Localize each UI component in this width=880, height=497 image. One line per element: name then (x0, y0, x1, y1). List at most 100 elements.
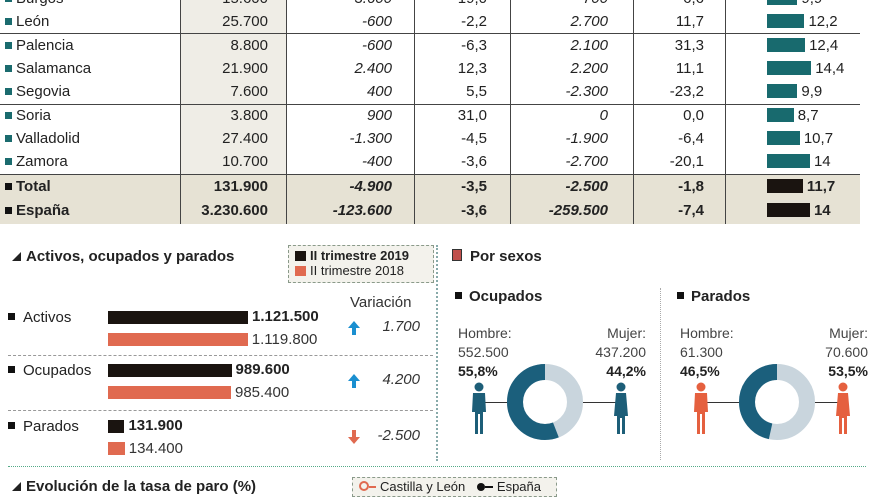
row-name: Total (16, 178, 51, 195)
tasa-label: 10,7 (803, 130, 834, 147)
row-marker-icon (5, 158, 12, 165)
mujer-label: Mujer: 437.200 44,2% (595, 325, 646, 379)
value-2018: 134.400 (128, 440, 183, 457)
cell: 8.800 (230, 37, 268, 54)
legend-2018: II trimestre 2018 (295, 263, 433, 278)
cell: 2.100 (570, 37, 608, 54)
donut-chart (739, 364, 815, 440)
variation-value: -2.500 (377, 427, 420, 444)
table-row: Segovia 7.600 400 5,5 -2.300 -23,2 9,9 (0, 80, 880, 103)
cell: -7,4 (678, 202, 704, 219)
mujer-label: Mujer: 70.600 53,5% (825, 325, 868, 379)
arrow-up-icon (348, 374, 360, 388)
tasa-bar (767, 84, 798, 98)
cell: 2.400 (354, 60, 392, 77)
row-marker-icon (5, 112, 12, 119)
cell: 2.700 (570, 13, 608, 30)
cell: -3,6 (461, 202, 487, 219)
cell: 21.900 (222, 60, 268, 77)
tasa-label: 14 (813, 202, 831, 219)
legend-2019: II trimestre 2019 (295, 248, 433, 263)
activos-title: Activos, ocupados y parados (12, 248, 234, 265)
row-name: Palencia (16, 37, 74, 54)
tasa-bar (767, 203, 810, 217)
tasa-bar (767, 61, 812, 75)
tasa-bar (767, 131, 800, 145)
variation-value: 4.200 (382, 371, 420, 388)
arrow-up-icon (348, 321, 360, 335)
row-name: Burgos (16, 0, 64, 10)
cell: -2.500 (565, 178, 608, 195)
bar-2018 (108, 442, 125, 455)
cell: -2,2 (461, 13, 487, 30)
table-row: León 25.700 -600 -2,2 2.700 11,7 12,2 (0, 10, 880, 33)
row-name: Salamanca (16, 60, 92, 77)
man-figure-icon (694, 382, 708, 434)
value-2019: 989.600 (235, 361, 290, 378)
donut-title: Parados (677, 288, 750, 305)
row-name: Zamora (16, 153, 68, 170)
man-figure-icon (472, 382, 486, 434)
table-row: Salamanca 21.900 2.400 12,3 2.200 11,1 14,4 (0, 57, 880, 80)
row-marker-icon (5, 135, 12, 142)
legend: II trimestre 2019 II trimestre 2018 (288, 245, 434, 283)
tasa-label: 14 (813, 153, 831, 170)
cell: -19,0 (453, 0, 487, 10)
bar-2019 (108, 311, 248, 324)
cell: 11,1 (675, 60, 704, 77)
table-row: Palencia 8.800 -600 -6,3 2.100 31,3 12,4 (0, 34, 880, 57)
cell: 31,3 (674, 37, 704, 54)
cell: 7.600 (230, 83, 268, 100)
value-2018: 1.119.800 (251, 331, 318, 348)
variation-label: Variación (350, 294, 412, 311)
cell: -600 (361, 13, 392, 30)
cell: 15.600 (222, 0, 268, 10)
slice-hombre (739, 364, 815, 440)
tasa-bar (767, 154, 810, 168)
cell: 400 (366, 83, 392, 100)
category-label: Ocupados (8, 362, 91, 379)
cell: 131.900 (213, 178, 268, 195)
cell: 0 (599, 107, 608, 124)
cell: 3.800 (230, 107, 268, 124)
row-name: España (16, 202, 70, 219)
bar-2019 (108, 364, 232, 377)
row-marker-icon (5, 65, 12, 72)
bar-2018 (108, 386, 231, 399)
cell: 2.200 (570, 60, 608, 77)
tasa-bar (767, 179, 803, 193)
cell: -23,2 (669, 83, 704, 100)
tasa-label: 9,9 (801, 83, 823, 100)
cell: 12,3 (457, 60, 487, 77)
slice-hombre (507, 364, 583, 440)
donut-title: Ocupados (455, 288, 542, 305)
cell: -6,4 (678, 130, 704, 147)
legend-castilla: Castilla y León (359, 479, 465, 494)
evolucion-title: Evolución de la tasa de paro (%) (12, 478, 256, 495)
cell: 0,0 (683, 107, 704, 124)
line-legend: Castilla y León España (352, 477, 557, 497)
row-marker-icon (5, 0, 12, 2)
cell: -3.600 (349, 0, 392, 10)
cell: -6,3 (461, 37, 487, 54)
tasa-label: 11,7 (806, 178, 836, 195)
tasa-label: 9,9 (801, 0, 822, 10)
category-label: Parados (8, 418, 79, 435)
arrow-down-icon (348, 430, 360, 444)
row-marker-icon (5, 88, 12, 95)
bar-2019 (108, 420, 125, 433)
tasa-bar (767, 38, 806, 52)
row-marker-icon (5, 183, 12, 190)
bar-2018 (108, 333, 248, 346)
woman-figure-icon (614, 382, 628, 434)
donut-chart (507, 364, 583, 440)
table-row: Total 131.900 -4.900 -3,5 -2.500 -1,8 11,7 (0, 175, 880, 198)
cell: -2.300 (565, 83, 608, 100)
row-name: León (16, 13, 50, 30)
row-marker-icon (5, 18, 12, 25)
tasa-bar (767, 108, 794, 122)
cell: 25.700 (222, 13, 268, 30)
tasa-label: 8,7 (797, 107, 819, 124)
value-2019: 1.121.500 (252, 308, 319, 325)
por-sexos-title: Por sexos (452, 248, 542, 265)
